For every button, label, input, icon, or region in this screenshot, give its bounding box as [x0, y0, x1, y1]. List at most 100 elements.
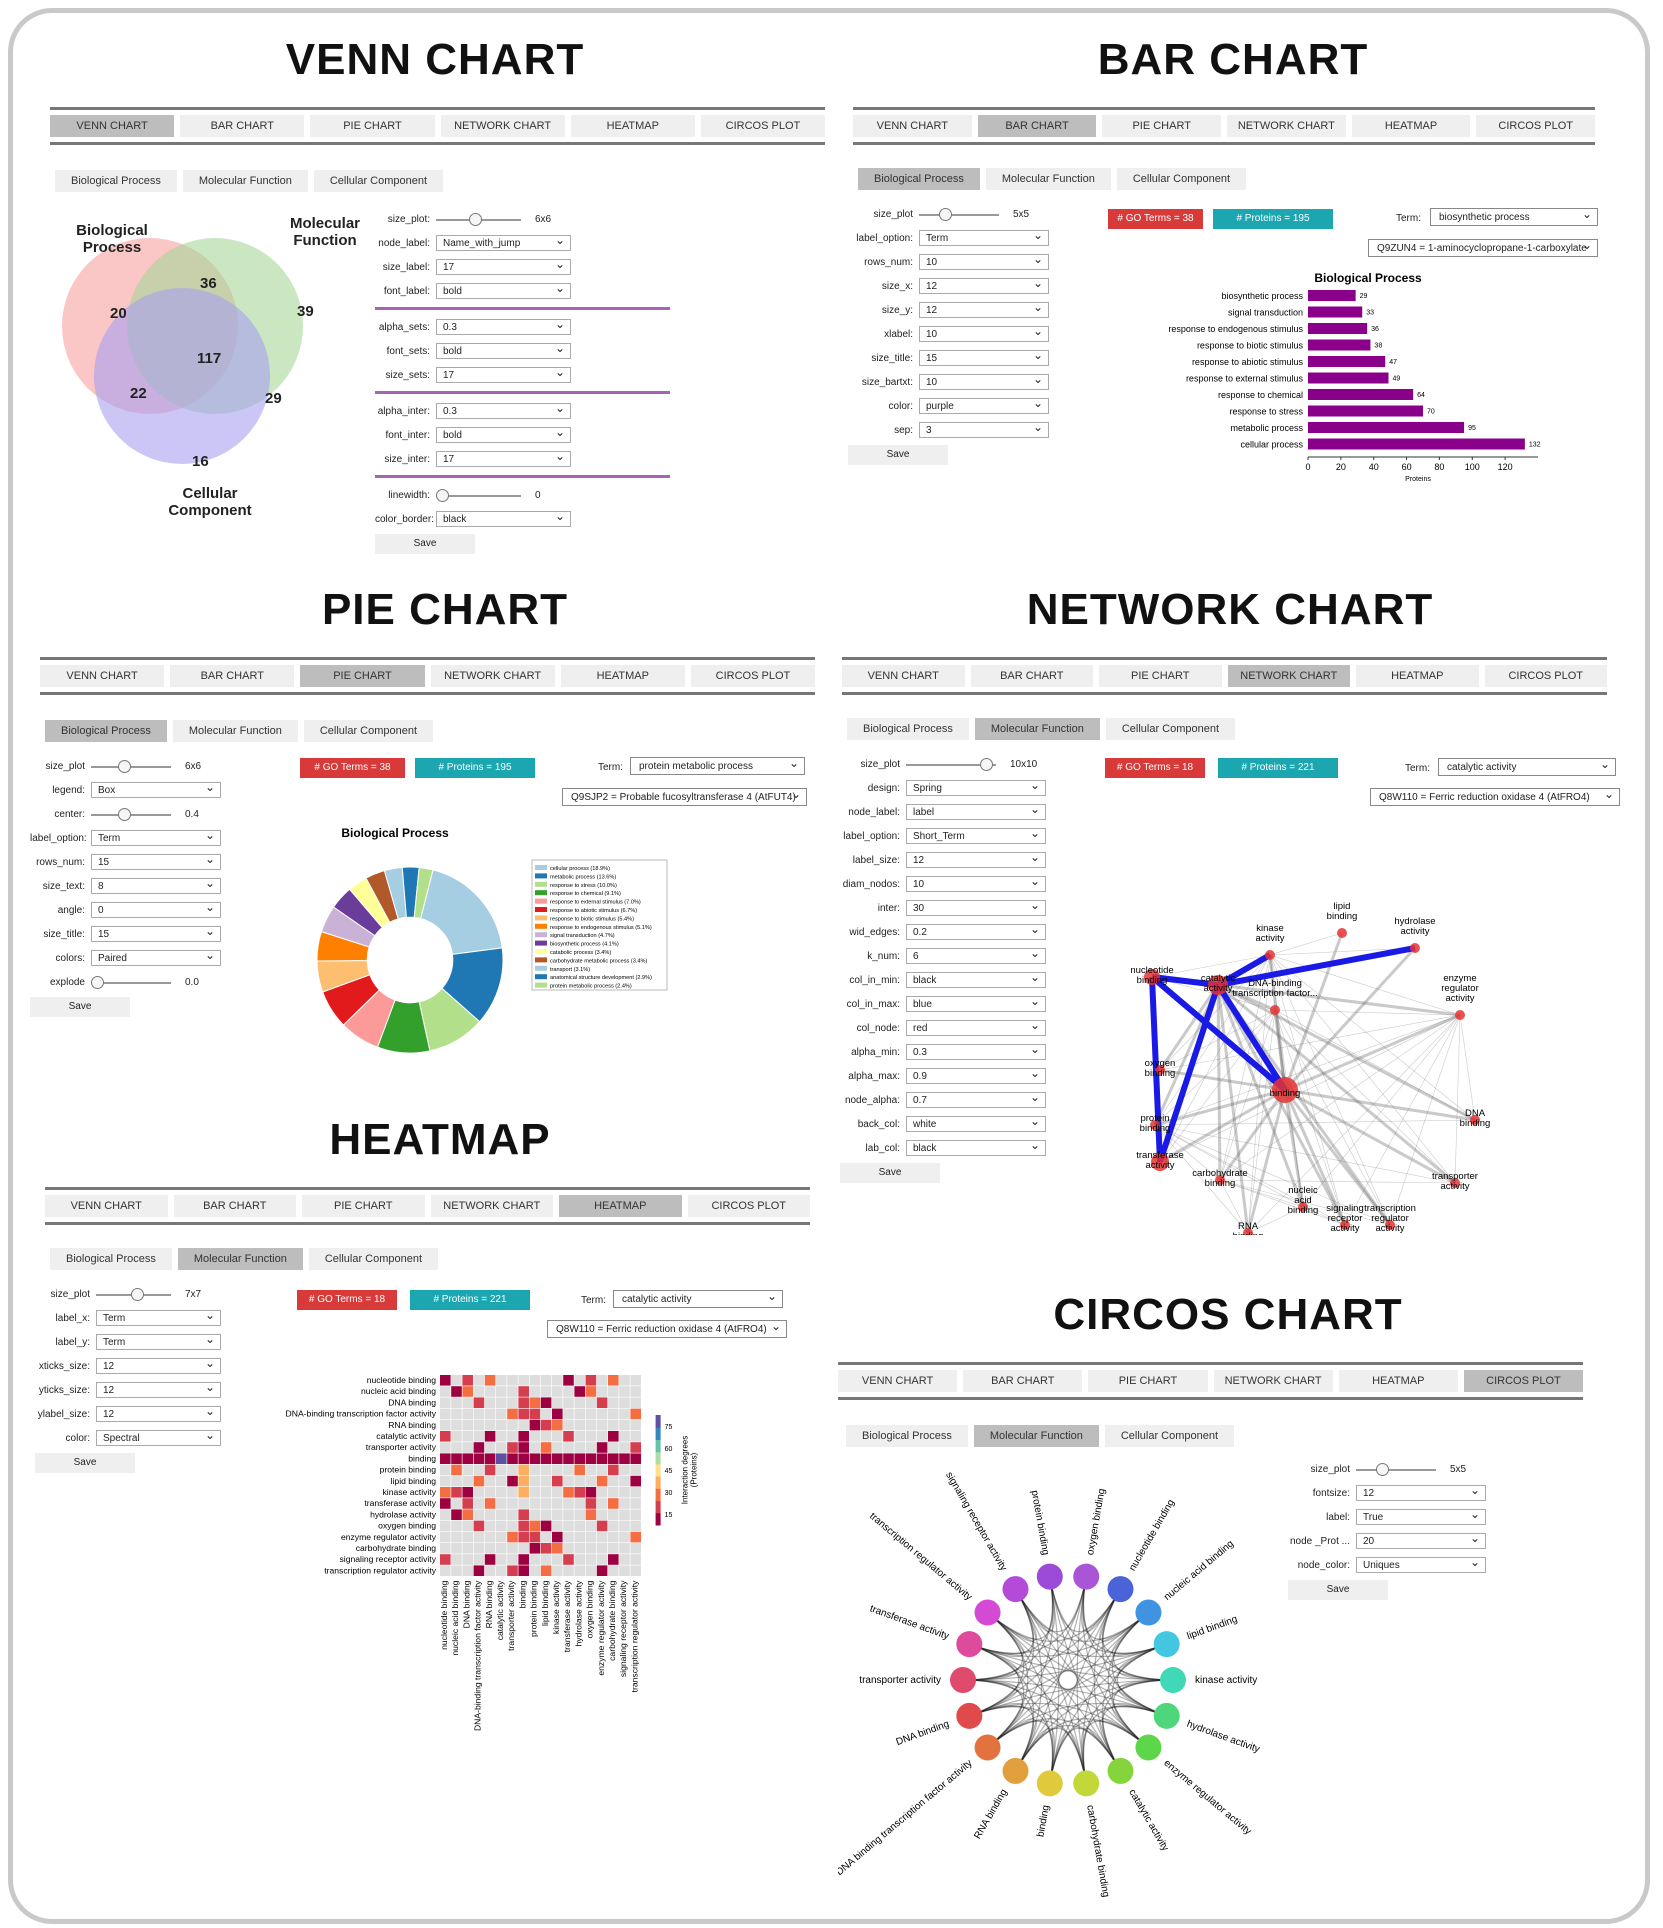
size-title-select[interactable]: 15 [91, 923, 221, 942]
alpha-inter-select[interactable]: 0.3 [436, 400, 571, 419]
tab-pie-chart[interactable]: PIE CHART [1088, 1370, 1208, 1392]
label-size-select[interactable]: 12 [906, 849, 1046, 868]
node-alpha-select[interactable]: 0.7 [906, 1089, 1046, 1108]
save-button[interactable]: Save [840, 1163, 940, 1183]
font-inter-select[interactable]: bold [436, 424, 571, 443]
size-plot-slider[interactable] [96, 1286, 171, 1302]
lab-col-select[interactable]: black [906, 1137, 1046, 1156]
back-col-select[interactable]: white [906, 1113, 1046, 1132]
size-sets-select[interactable]: 17 [436, 364, 571, 383]
subtab-cellular-component[interactable]: Cellular Component [308, 1248, 439, 1270]
size-label-select[interactable]: 17 [436, 256, 571, 275]
tab-venn-chart[interactable]: VENN CHART [40, 665, 165, 687]
col-in-min-select[interactable]: black [906, 969, 1046, 988]
colors-select[interactable]: Paired [91, 947, 221, 966]
network-term-select[interactable]: catalytic activity [1438, 758, 1616, 776]
xticks-size-select[interactable]: 12 [96, 1355, 221, 1374]
size-plot-slider[interactable] [436, 211, 521, 227]
subtab-cellular-component[interactable]: Cellular Component [1116, 168, 1247, 190]
tab-bar-chart[interactable]: BAR CHART [963, 1370, 1083, 1392]
tab-venn-chart[interactable]: VENN CHART [853, 115, 972, 137]
tab-bar-chart[interactable]: BAR CHART [970, 665, 1093, 687]
subtab-cellular-component[interactable]: Cellular Component [303, 720, 434, 742]
save-button[interactable]: Save [30, 997, 130, 1017]
tab-heatmap[interactable]: HEATMAP [1351, 115, 1471, 137]
font-label-select[interactable]: bold [436, 280, 571, 299]
node-prot-select[interactable]: 20 [1356, 1530, 1486, 1549]
save-button[interactable]: Save [35, 1453, 135, 1473]
col-in-max-select[interactable]: blue [906, 993, 1046, 1012]
tab-heatmap[interactable]: HEATMAP [1356, 665, 1479, 687]
tab-circos-plot[interactable]: CIRCOS PLOT [687, 1195, 810, 1217]
node-label-select[interactable]: label [906, 801, 1046, 820]
size-inter-select[interactable]: 17 [436, 448, 571, 467]
tab-circos-plot[interactable]: CIRCOS PLOT [690, 665, 816, 687]
tab-venn-chart[interactable]: VENN CHART [842, 665, 965, 687]
tab-bar-chart[interactable]: BAR CHART [170, 665, 295, 687]
alpha-max-select[interactable]: 0.9 [906, 1065, 1046, 1084]
subtab-biological-process[interactable]: Biological Process [50, 1248, 172, 1270]
heatmap-protein-select[interactable]: Q8W110 = Ferric reduction oxidase 4 (AtF… [547, 1320, 787, 1338]
color-select[interactable]: purple [919, 395, 1049, 414]
label-option-select[interactable]: Term [91, 827, 221, 846]
subtab-molecular-function[interactable]: Molecular Function [177, 1248, 303, 1270]
diam-nodos-select[interactable]: 10 [906, 873, 1046, 892]
color-select[interactable]: Spectral [96, 1427, 221, 1446]
subtab-biological-process[interactable]: Biological Process [55, 170, 177, 192]
rows-num-select[interactable]: 10 [919, 251, 1049, 270]
subtab-biological-process[interactable]: Biological Process [858, 168, 980, 190]
tab-bar-chart[interactable]: BAR CHART [180, 115, 305, 137]
subtab-cellular-component[interactable]: Cellular Component [1105, 718, 1236, 740]
heatmap-term-select[interactable]: catalytic activity [613, 1290, 783, 1308]
tab-heatmap[interactable]: HEATMAP [1338, 1370, 1458, 1392]
tab-circos-plot[interactable]: CIRCOS PLOT [1476, 115, 1596, 137]
slider-handle[interactable] [980, 758, 994, 771]
subtab-biological-process[interactable]: Biological Process [45, 720, 167, 742]
subtab-biological-process[interactable]: Biological Process [846, 1425, 968, 1447]
k-num-select[interactable]: 6 [906, 945, 1046, 964]
node-color-select[interactable]: Uniques [1356, 1554, 1486, 1573]
pie-protein-select[interactable]: Q9SJP2 = Probable fucosyltransferase 4 (… [562, 788, 807, 806]
color-border-select[interactable]: black [436, 508, 571, 527]
size-y-select[interactable]: 12 [919, 299, 1049, 318]
subtab-molecular-function[interactable]: Molecular Function [172, 720, 298, 742]
subtab-biological-process[interactable]: Biological Process [847, 718, 969, 740]
angle-select[interactable]: 0 [91, 899, 221, 918]
tab-circos-plot[interactable]: CIRCOS PLOT [700, 115, 826, 137]
slider-handle[interactable] [118, 760, 132, 773]
size-x-select[interactable]: 12 [919, 275, 1049, 294]
size-text-select[interactable]: 8 [91, 875, 221, 894]
size-plot-slider[interactable] [919, 206, 999, 222]
col-node-select[interactable]: red [906, 1017, 1046, 1036]
alpha-sets-select[interactable]: 0.3 [436, 316, 571, 335]
tab-venn-chart[interactable]: VENN CHART [45, 1195, 168, 1217]
tab-heatmap[interactable]: HEATMAP [559, 1195, 682, 1217]
slider-handle[interactable] [468, 213, 482, 226]
wid-edges-select[interactable]: 0.2 [906, 921, 1046, 940]
save-button[interactable]: Save [1288, 1580, 1388, 1600]
save-button[interactable]: Save [375, 534, 475, 554]
label-option-select[interactable]: Short_Term [906, 825, 1046, 844]
font-sets-select[interactable]: bold [436, 340, 571, 359]
label-option-select[interactable]: Term [919, 227, 1049, 246]
tab-heatmap[interactable]: HEATMAP [570, 115, 695, 137]
tab-network-chart[interactable]: NETWORK CHART [1227, 115, 1346, 137]
xlabel-select[interactable]: 10 [919, 323, 1049, 342]
slider-handle[interactable] [436, 489, 449, 502]
tab-pie-chart[interactable]: PIE CHART [1102, 115, 1222, 137]
inter-select[interactable]: 30 [906, 897, 1046, 916]
linewidth-slider[interactable] [436, 487, 521, 503]
pie-term-select[interactable]: protein metabolic process [630, 757, 805, 775]
slider-handle[interactable] [130, 1288, 144, 1301]
tab-network-chart[interactable]: NETWORK CHART [1213, 1370, 1333, 1392]
tab-venn-chart[interactable]: VENN CHART [838, 1370, 958, 1392]
tab-bar-chart[interactable]: BAR CHART [173, 1195, 296, 1217]
tab-pie-chart[interactable]: PIE CHART [302, 1195, 425, 1217]
slider-handle[interactable] [1376, 1463, 1390, 1476]
bar-protein-select[interactable]: Q9ZUN4 = 1-aminocyclopropane-1-carboxyla… [1368, 239, 1598, 257]
yticks-size-select[interactable]: 12 [96, 1379, 221, 1398]
label-x-select[interactable]: Term [96, 1307, 221, 1326]
size-bartxt-select[interactable]: 10 [919, 371, 1049, 390]
tab-pie-chart[interactable]: PIE CHART [300, 665, 425, 687]
ylabel-size-select[interactable]: 12 [96, 1403, 221, 1422]
